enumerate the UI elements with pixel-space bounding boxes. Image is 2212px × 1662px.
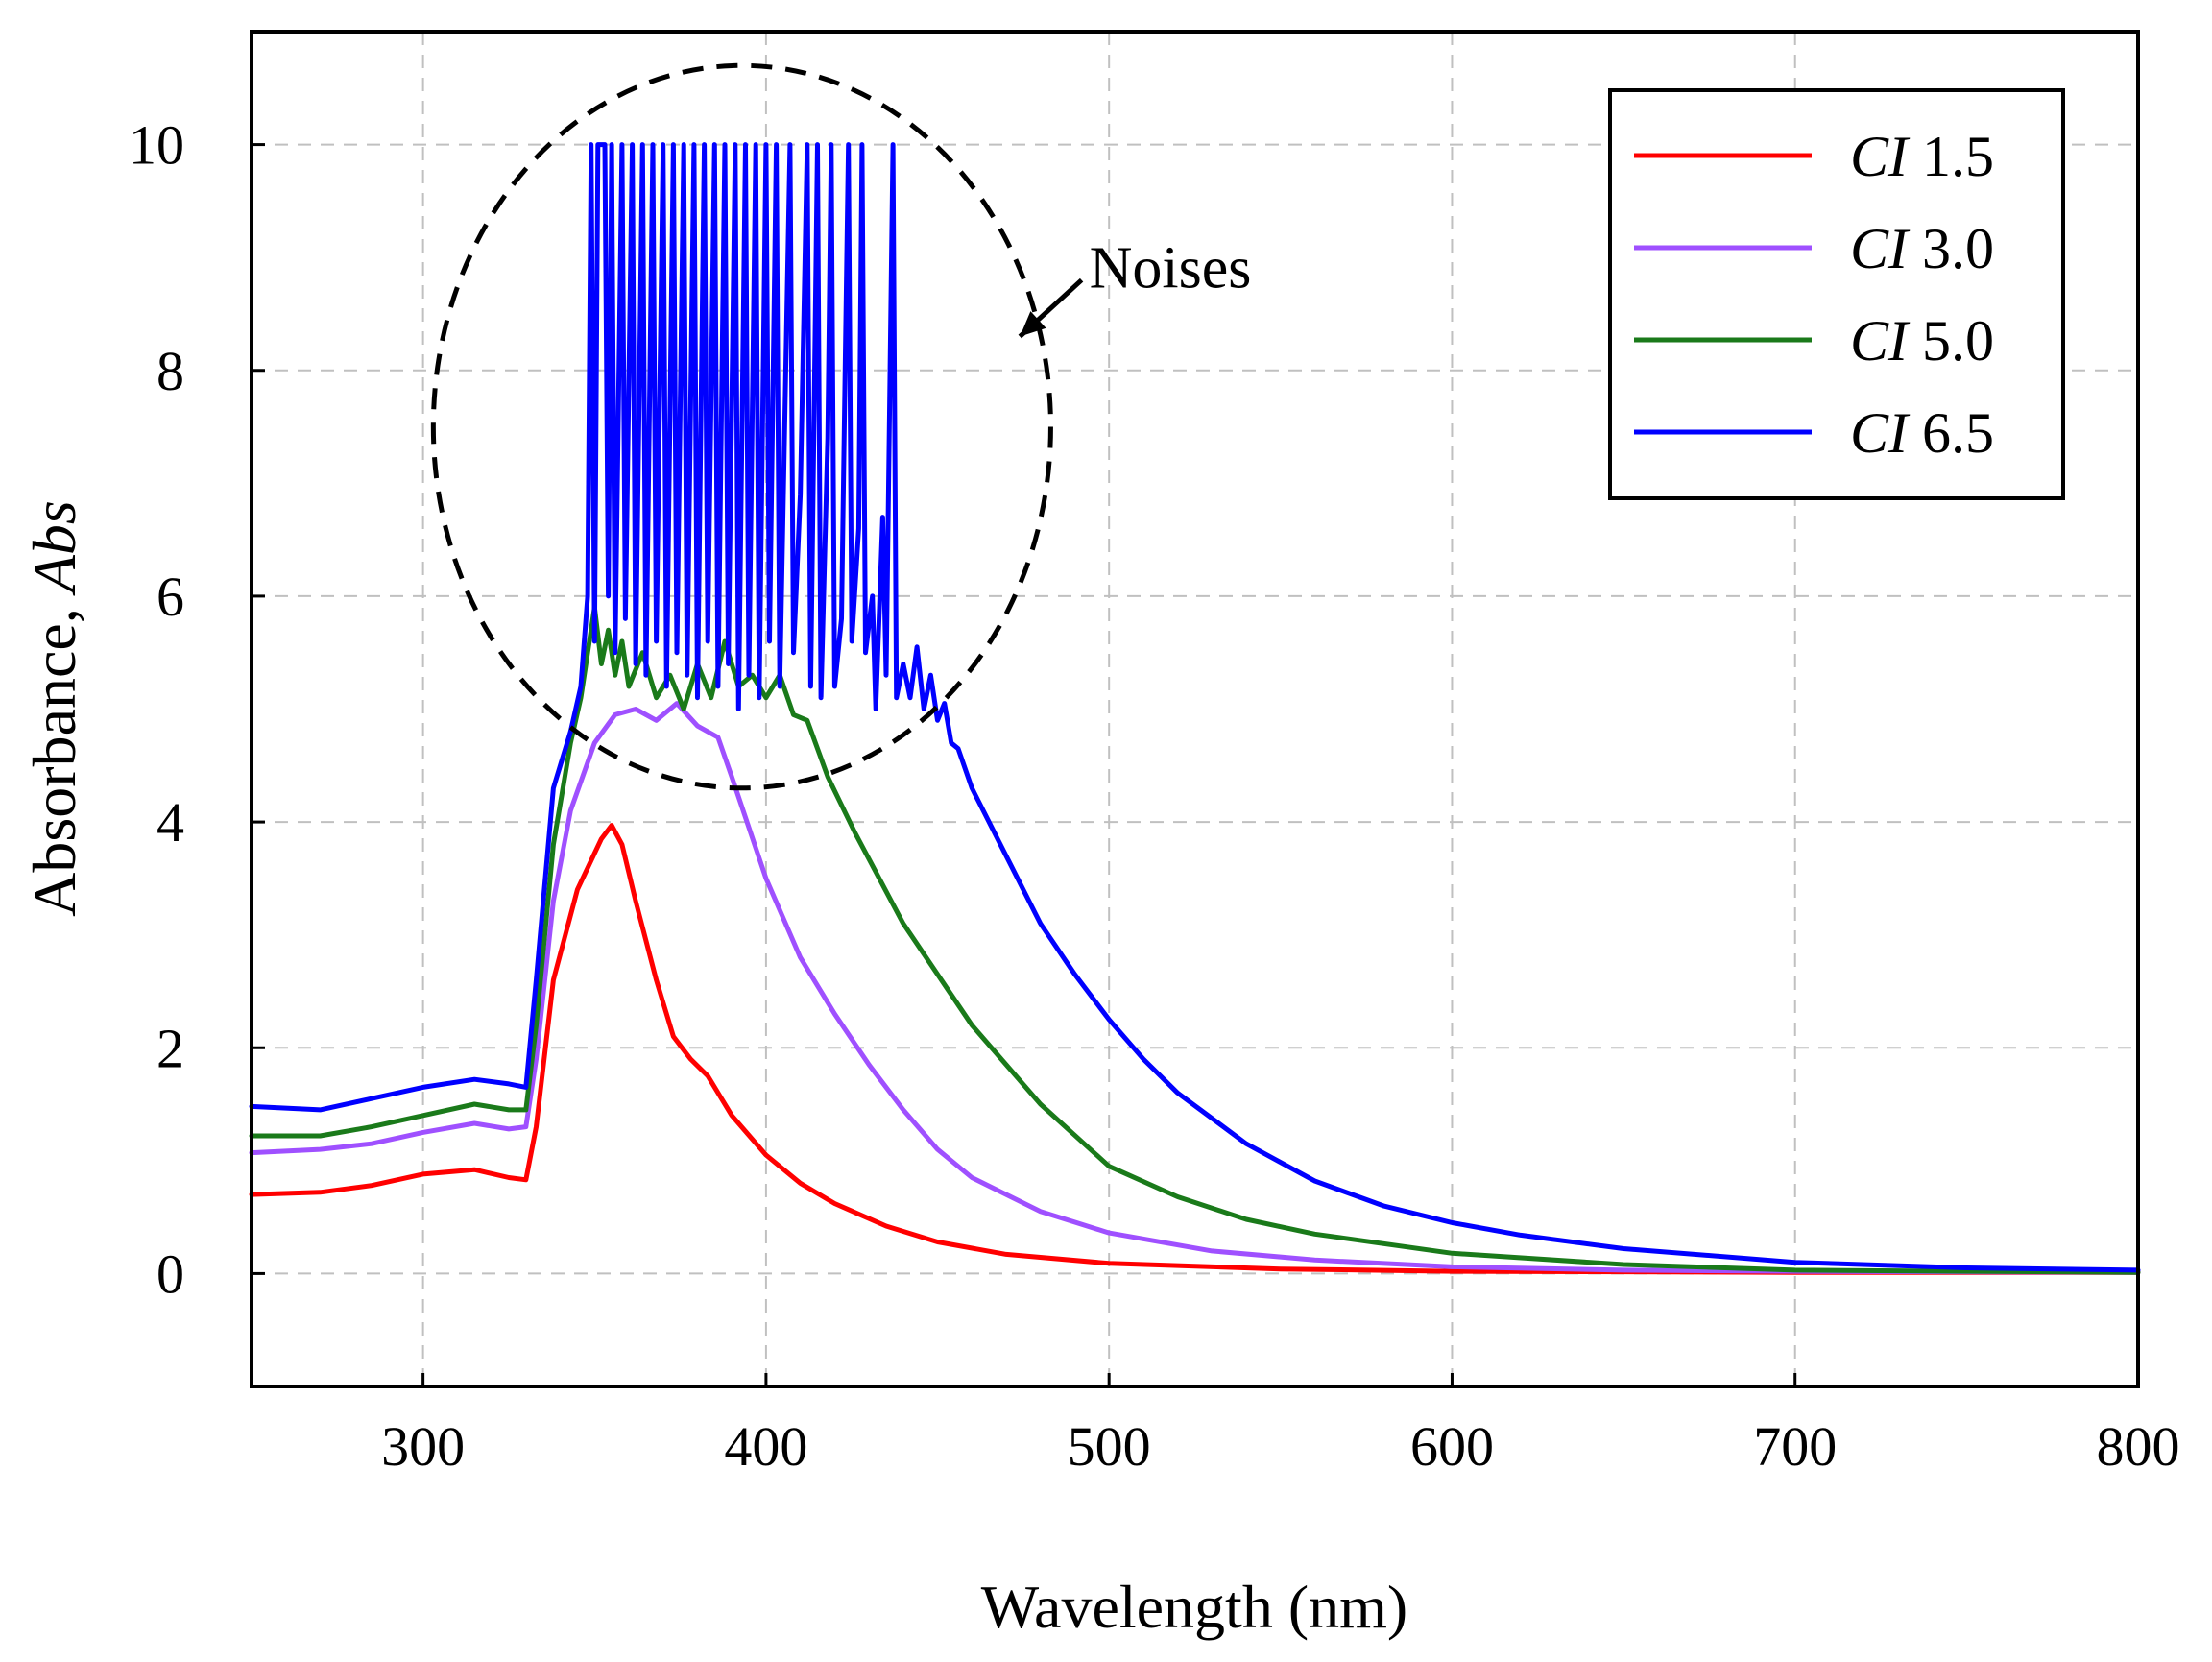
axis-ticks: 300 400 500 600 700 800 0 2 4 6 8 10 xyxy=(129,114,2180,1478)
legend-box xyxy=(1608,88,2065,500)
y-tick-label: 0 xyxy=(156,1242,184,1305)
y-tick-label: 2 xyxy=(156,1017,184,1079)
noise-annotation: Noises xyxy=(430,62,1252,791)
series-line xyxy=(249,823,2141,1275)
legend-entry-label: CI 3.0 xyxy=(1850,217,1994,280)
plot-area-frame xyxy=(250,30,2140,1388)
x-tick-label: 700 xyxy=(1753,1415,1837,1478)
legend: CI 1.5 CI 3.0 CI 5.0 CI 6.5 xyxy=(1608,88,2065,500)
x-tick-label: 300 xyxy=(381,1415,465,1478)
legend-entry-label: CI 5.0 xyxy=(1850,309,1994,373)
y-axis-label-prefix: Absorbance, xyxy=(20,592,88,917)
y-tick-label: 6 xyxy=(156,566,184,628)
series-line xyxy=(249,142,2141,1273)
y-tick-label: 10 xyxy=(129,114,184,177)
noise-annotation-label: Noises xyxy=(1090,236,1252,301)
x-axis-label: Wavelength (nm) xyxy=(981,1573,1407,1641)
noise-arrow-head xyxy=(1020,311,1046,337)
series-line xyxy=(249,701,2141,1275)
series-line xyxy=(249,605,2141,1275)
legend-entry-label: CI 1.5 xyxy=(1850,125,1994,188)
noise-ellipse xyxy=(430,62,1053,791)
series-lines xyxy=(249,142,2141,1275)
x-tick-label: 500 xyxy=(1068,1415,1151,1478)
y-axis-label-italic: Abs xyxy=(20,500,88,596)
y-tick-label: 4 xyxy=(156,791,184,854)
y-tick-label: 8 xyxy=(156,340,184,402)
x-tick-label: 400 xyxy=(724,1415,807,1478)
legend-entry-label: CI 6.5 xyxy=(1850,401,1994,465)
x-tick-label: 600 xyxy=(1410,1415,1494,1478)
x-tick-label: 800 xyxy=(2097,1415,2180,1478)
y-axis-label: Absorbance, Abs xyxy=(20,500,88,917)
